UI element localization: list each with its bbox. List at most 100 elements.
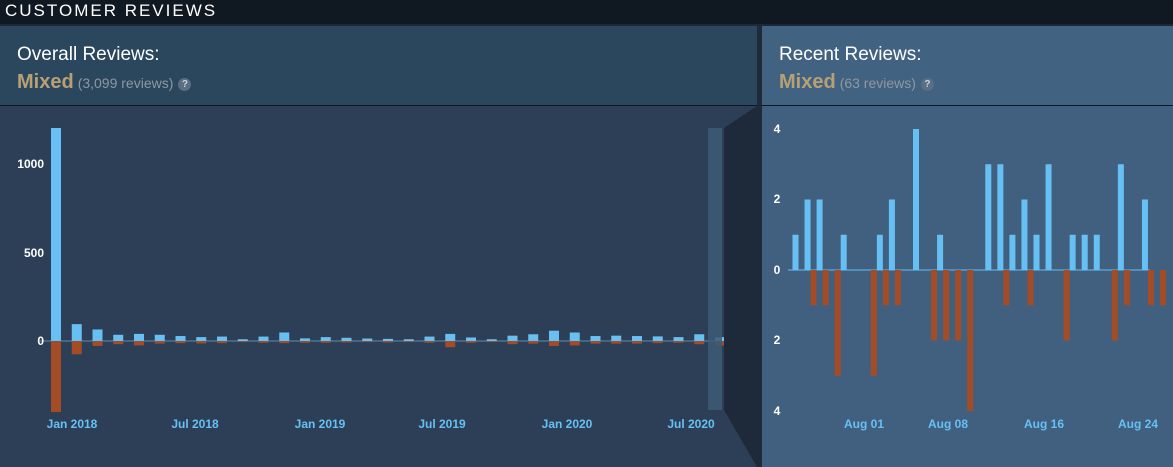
positive-bar [237,339,248,341]
positive-bar [154,334,165,341]
overall-reviews-header: Overall Reviews: Mixed (3,099 reviews)? [0,26,757,106]
positive-bar [673,337,684,341]
negative-bar [424,341,435,343]
x-tick-label: Jul 2019 [418,417,466,431]
negative-bar [955,270,962,341]
negative-bar [652,341,663,344]
positive-bar [279,332,290,341]
recent-reviews-panel: Recent Reviews: Mixed (63 reviews)? [762,26,1173,467]
positive-bar [51,128,61,341]
negative-bar [154,341,165,344]
x-tick-label: Aug 08 [928,417,968,431]
positive-bar [1009,234,1016,270]
positive-bar [466,337,476,341]
help-icon[interactable]: ? [178,78,192,91]
recent-reviews-title: Recent Reviews: [779,44,922,65]
positive-bar [1117,164,1124,270]
x-tick-label: Aug 24 [1118,417,1158,431]
zoom-connector [724,26,762,467]
positive-bar [300,338,310,341]
negative-bar [569,341,580,346]
positive-bar [445,333,456,341]
negative-bar [217,341,227,344]
recent-rating[interactable]: Mixed [779,71,836,93]
positive-bar [816,199,823,270]
positive-bar [196,337,207,341]
negative-bar [1003,270,1010,306]
negative-bar [341,341,352,343]
negative-bar [590,341,601,344]
negative-bar [445,341,456,348]
positive-bar [1093,234,1100,270]
overall-rating[interactable]: Mixed [17,71,74,93]
x-tick-label: Jul 2020 [667,417,715,431]
x-tick-label: Aug 16 [1024,417,1064,431]
negative-bar [834,270,841,376]
recent-histogram: 4 2 0 2 4 Aug 01 Aug 08 Aug 16 Aug 24 [774,122,1166,431]
positive-bar [840,234,847,270]
y-tick-label: 0 [37,334,44,348]
y-tick-label: 4 [774,122,781,136]
negative-bar [673,341,684,343]
negative-bar [870,270,877,376]
positive-bar [937,234,944,270]
negative-bar [403,341,414,343]
y-tick-label: 4 [774,404,781,418]
negative-bar [611,341,622,344]
zoom-selection-handle[interactable] [708,128,722,410]
positive-bar [876,234,883,270]
positive-bar [611,335,622,341]
x-tick-label: Jul 2018 [171,417,219,431]
recent-rating-line: Mixed (63 reviews)? [779,71,934,94]
positive-bar [341,337,352,341]
positive-bar [1141,199,1148,270]
negative-bar [822,270,829,306]
x-tick-label: Jan 2018 [47,417,98,431]
negative-bar [92,341,103,346]
negative-bar [943,270,950,341]
overall-rating-line: Mixed (3,099 reviews)? [17,71,192,94]
negative-bar [196,341,207,344]
negative-bar [383,341,393,343]
positive-bar [320,337,331,341]
x-tick-label: Jan 2020 [542,417,593,431]
negative-bar [507,341,518,345]
negative-bar [931,270,938,341]
negative-bar [1123,270,1130,306]
positive-bar [549,330,559,341]
positive-bar [258,336,269,341]
positive-bar [486,339,497,341]
positive-bar [383,338,393,341]
positive-bar [1081,234,1088,270]
negative-bar [134,341,144,346]
negative-bar [967,270,974,411]
recent-reviews-header: Recent Reviews: Mixed (63 reviews)? [762,26,1173,106]
x-tick-label: Jan 2019 [295,417,346,431]
positive-bar [71,324,82,341]
positive-bar [92,329,103,341]
positive-bar [217,336,227,341]
y-tick-label: 2 [774,192,781,206]
positive-bar [888,199,895,270]
positive-bar [997,164,1004,270]
overall-histogram: 1000 500 0 Jan 2018 Jul 2018 Jan 2019 Jul 2019… [17,128,746,431]
negative-bar [258,341,269,343]
negative-bar [466,341,476,343]
negative-bar [1027,270,1034,306]
help-icon[interactable]: ? [920,78,934,91]
negative-bar [362,341,373,343]
positive-bar [590,336,601,341]
positive-bar [134,333,144,341]
negative-bar [1111,270,1118,341]
positive-bar [694,334,705,341]
overall-reviews-title: Overall Reviews: [17,44,160,65]
negative-bar [1063,270,1070,341]
positive-bar [175,336,186,341]
positive-bar [403,339,414,341]
positive-bar [424,336,435,341]
section-title: CUSTOMER REVIEWS [5,1,218,20]
negative-bar [810,270,817,306]
overall-reviews-panel: Overall Reviews: Mixed (3,099 reviews)? [0,26,757,467]
positive-bar [804,199,811,270]
